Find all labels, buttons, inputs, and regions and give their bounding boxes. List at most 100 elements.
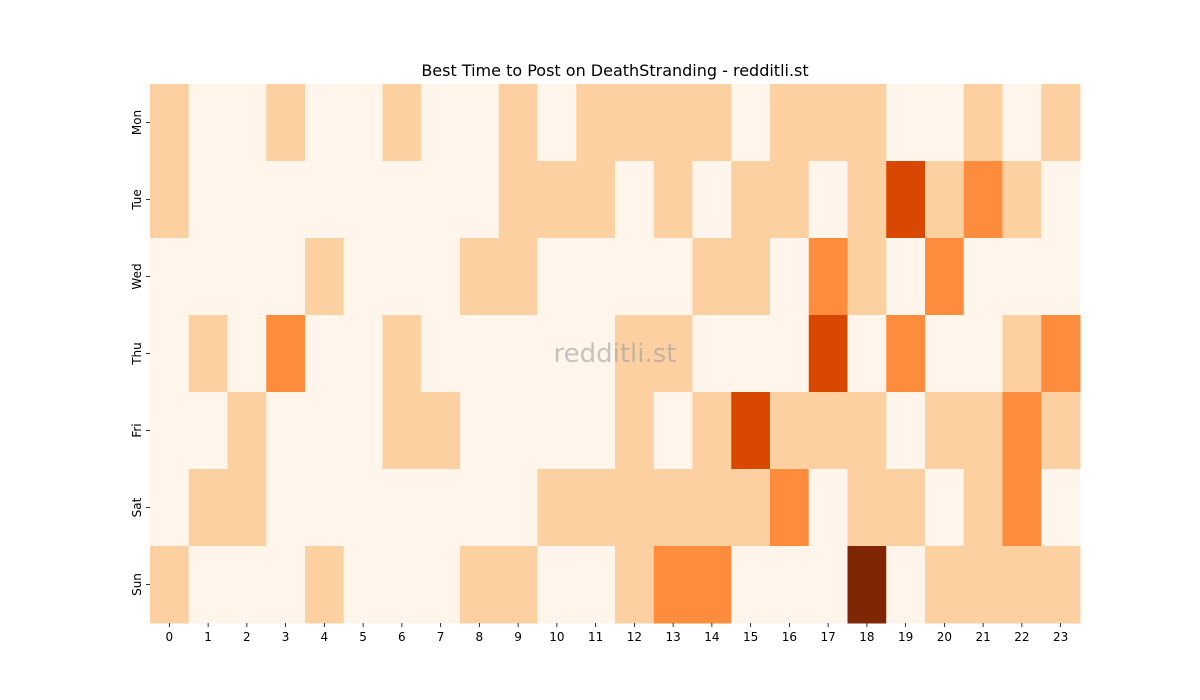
heatmap-cell <box>770 392 810 470</box>
heatmap-cell <box>731 84 771 162</box>
y-tick-label: Wed <box>130 263 144 289</box>
heatmap-cell <box>770 238 810 316</box>
x-tick-label: 7 <box>437 630 445 644</box>
heatmap-cell <box>227 161 267 239</box>
heatmap-cell <box>227 546 267 624</box>
heatmap-cell <box>576 469 616 547</box>
heatmap-cell <box>305 392 345 470</box>
x-tick-label: 14 <box>704 630 719 644</box>
heatmap-cell <box>886 315 926 393</box>
heatmap-cell <box>886 84 926 162</box>
heatmap-cell <box>847 469 887 547</box>
heatmap-cell <box>460 469 500 547</box>
heatmap-cell <box>692 546 732 624</box>
heatmap-cell <box>460 84 500 162</box>
heatmap-cell <box>227 238 267 316</box>
heatmap-cell <box>537 238 577 316</box>
heatmap-cell <box>1002 392 1042 470</box>
heatmap-cell <box>615 392 655 470</box>
heatmap-cell <box>576 315 616 393</box>
heatmap-cell <box>460 238 500 316</box>
heatmap-cell <box>808 161 848 239</box>
heatmap-cell <box>886 238 926 316</box>
x-tick-label: 10 <box>549 630 564 644</box>
heatmap-cell <box>692 469 732 547</box>
heatmap-cell <box>421 84 461 162</box>
heatmap-cell <box>1041 392 1081 470</box>
heatmap-cell <box>150 315 190 393</box>
heatmap-cell <box>1041 546 1081 624</box>
heatmap-cell <box>343 161 383 239</box>
heatmap-cell <box>421 546 461 624</box>
y-tick-label: Sat <box>130 497 144 517</box>
x-tick-label: 18 <box>859 630 874 644</box>
heatmap-cell <box>963 315 1003 393</box>
heatmap-cell <box>460 546 500 624</box>
heatmap-cell <box>498 84 538 162</box>
heatmap-cell <box>615 238 655 316</box>
x-tick-label: 11 <box>588 630 603 644</box>
x-tick-label: 9 <box>514 630 522 644</box>
heatmap-cell <box>421 161 461 239</box>
watermark-text: redditli.st <box>554 339 677 369</box>
heatmap-cell <box>692 392 732 470</box>
x-tick-label: 13 <box>665 630 680 644</box>
heatmap-cell <box>305 84 345 162</box>
y-tick-label: Tue <box>130 189 144 211</box>
heatmap-cell <box>847 315 887 393</box>
heatmap-cell <box>731 546 771 624</box>
heatmap-cell <box>1041 161 1081 239</box>
x-tick-label: 16 <box>782 630 797 644</box>
heatmap-cell <box>653 546 693 624</box>
heatmap-cell <box>382 469 422 547</box>
x-axis: 0 1 2 3 4 5 6 7 8 9 10 11 12 13 14 15 16 17 18 19 20 21 22 23 <box>166 623 1068 644</box>
x-tick-label: 2 <box>243 630 251 644</box>
heatmap-cell <box>1041 84 1081 162</box>
heatmap-cell <box>343 315 383 393</box>
x-tick-label: 19 <box>898 630 913 644</box>
heatmap-cell <box>498 546 538 624</box>
heatmap-cell <box>188 315 228 393</box>
heatmap-cell <box>1041 238 1081 316</box>
heatmap-cell <box>963 469 1003 547</box>
heatmap-cell <box>421 392 461 470</box>
heatmap-cell <box>692 238 732 316</box>
heatmap-cell <box>537 161 577 239</box>
heatmap-cell <box>382 546 422 624</box>
x-tick-label: 21 <box>975 630 990 644</box>
heatmap-cell <box>498 315 538 393</box>
heatmap-cell <box>305 238 345 316</box>
heatmap-cell <box>266 469 306 547</box>
heatmap-cell <box>305 161 345 239</box>
heatmap-cell <box>150 161 190 239</box>
heatmap-cell <box>421 469 461 547</box>
heatmap-cell <box>576 84 616 162</box>
heatmap-cell <box>266 392 306 470</box>
heatmap-cell <box>498 161 538 239</box>
heatmap-cell <box>150 546 190 624</box>
heatmap-cell <box>188 238 228 316</box>
heatmap-cell <box>150 392 190 470</box>
y-tick-label: Mon <box>130 110 144 135</box>
heatmap-cell <box>1002 238 1042 316</box>
x-tick-label: 4 <box>321 630 329 644</box>
heatmap-cell <box>808 315 848 393</box>
x-tick-label: 12 <box>627 630 642 644</box>
heatmap-cell <box>847 238 887 316</box>
heatmap-cell <box>150 238 190 316</box>
heatmap-cell <box>382 84 422 162</box>
heatmap-cell <box>653 238 693 316</box>
heatmap-cell <box>576 546 616 624</box>
heatmap-cell <box>925 238 965 316</box>
heatmap-cell <box>227 469 267 547</box>
heatmap-cell <box>460 315 500 393</box>
heatmap-cell <box>847 392 887 470</box>
heatmap-cell <box>692 84 732 162</box>
heatmap-cell <box>963 161 1003 239</box>
heatmap-cell <box>770 469 810 547</box>
heatmap-cell <box>808 238 848 316</box>
heatmap-cell <box>615 84 655 162</box>
x-tick-label: 17 <box>820 630 835 644</box>
heatmap-cell <box>925 546 965 624</box>
heatmap-cell <box>382 315 422 393</box>
